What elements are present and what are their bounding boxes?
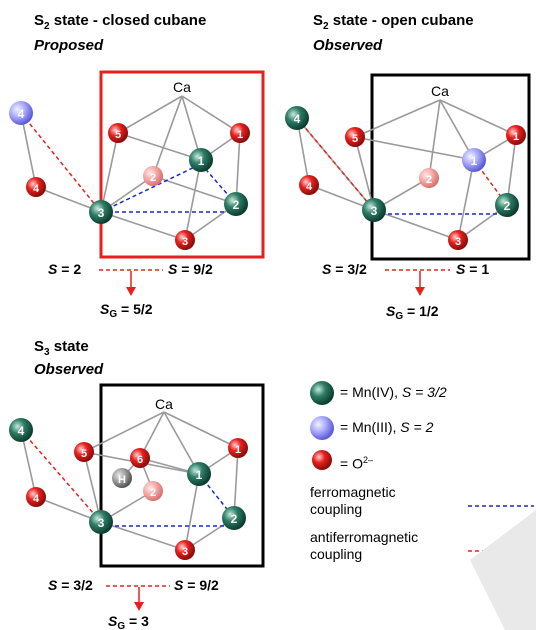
legend-oxygen: = O2– xyxy=(340,455,373,472)
o1: 1 xyxy=(228,438,248,458)
svg-text:1: 1 xyxy=(237,129,243,141)
svg-text:4: 4 xyxy=(33,183,40,195)
o5: 5 xyxy=(74,442,94,462)
svg-text:2: 2 xyxy=(150,487,156,499)
legend-ferro-label: ferromagnetic coupling xyxy=(310,484,396,517)
o2-faded: 2 xyxy=(143,481,163,501)
o5: 5 xyxy=(108,123,128,143)
o3: 3 xyxy=(175,540,195,560)
legend-mn4-swatch xyxy=(310,381,334,405)
svg-text:1: 1 xyxy=(235,444,241,456)
mn3: 3 xyxy=(89,510,113,534)
panel-subtitle-s3: Observed xyxy=(34,361,104,378)
svg-text:2: 2 xyxy=(426,174,432,186)
svg-text:S = 2: S = 2 xyxy=(48,261,81,277)
svg-text:2: 2 xyxy=(233,198,240,212)
o3: 3 xyxy=(448,230,468,250)
panel-s2-closed: Ca 2 5 1 3 4 1 2 3 4 S = 2 S = 9/2 SG = … xyxy=(9,70,265,320)
legend-mn3: = Mn(III), S = 2 xyxy=(340,419,434,435)
svg-text:3: 3 xyxy=(98,206,105,220)
mn2: 2 xyxy=(222,506,246,530)
svg-text:5: 5 xyxy=(352,133,358,145)
spin-coupling: S = 2 S = 9/2 SG = 5/2 xyxy=(48,261,213,320)
svg-text:S = 9/2: S = 9/2 xyxy=(174,577,219,593)
mn1: 1 xyxy=(189,148,213,172)
panel-title-s3: S3 state xyxy=(34,338,89,358)
svg-text:4: 4 xyxy=(18,107,25,121)
o4: 4 xyxy=(26,177,46,197)
svg-text:3: 3 xyxy=(182,236,188,248)
svg-text:5: 5 xyxy=(115,129,121,141)
svg-text:3: 3 xyxy=(182,546,188,558)
svg-text:6: 6 xyxy=(137,454,143,466)
bonds xyxy=(296,99,517,241)
legend-mn4: = Mn(IV), S = 3/2 xyxy=(340,384,447,400)
svg-text:1: 1 xyxy=(196,468,203,482)
hydrogen: H xyxy=(112,468,132,488)
svg-text:5: 5 xyxy=(81,448,87,460)
mn4-iii: 4 xyxy=(9,101,33,125)
o1: 1 xyxy=(230,123,250,143)
spin-coupling: S = 3/2 S = 1 SG = 1/2 xyxy=(322,261,489,322)
svg-text:S = 3/2: S = 3/2 xyxy=(322,261,367,277)
o1: 1 xyxy=(506,125,526,145)
svg-text:2: 2 xyxy=(231,512,238,526)
ca-label: Ca xyxy=(173,79,191,95)
svg-text:1: 1 xyxy=(471,154,478,168)
legend-antiferro-label: antiferromagnetic coupling xyxy=(310,529,419,562)
panel-title-s2-open: S2 state - open cubane xyxy=(313,12,474,32)
watermark-shape xyxy=(470,510,536,630)
svg-text:H: H xyxy=(118,474,126,486)
mn1: 1 xyxy=(187,462,211,486)
cubane-box-black xyxy=(99,383,265,568)
legend-oxygen-swatch xyxy=(312,450,332,470)
panel-subtitle-s2-closed: Proposed xyxy=(34,37,104,54)
o2-faded: 2 xyxy=(419,168,439,188)
ca-label: Ca xyxy=(155,396,173,412)
svg-text:4: 4 xyxy=(294,112,301,126)
ca-label: Ca xyxy=(431,83,449,99)
o2-faded: 2 xyxy=(143,166,163,186)
o4: 4 xyxy=(26,487,46,507)
svg-text:3: 3 xyxy=(98,516,105,530)
svg-text:SG = 5/2: SG = 5/2 xyxy=(100,301,153,320)
svg-text:1: 1 xyxy=(513,131,519,143)
svg-text:3: 3 xyxy=(455,236,461,248)
spin-coupling: S = 3/2 S = 9/2 SG = 3 xyxy=(48,577,219,630)
mn4: 4 xyxy=(9,418,33,442)
svg-text:4: 4 xyxy=(18,424,25,438)
mn2: 2 xyxy=(495,193,519,217)
panel-subtitle-s2-open: Observed xyxy=(313,37,383,54)
o6: 6 xyxy=(130,448,150,468)
svg-text:1: 1 xyxy=(198,154,205,168)
svg-text:2: 2 xyxy=(150,172,156,184)
legend-symbols xyxy=(310,381,534,552)
mn4: 4 xyxy=(285,106,309,130)
svg-text:2: 2 xyxy=(504,199,511,213)
o3: 3 xyxy=(175,230,195,250)
svg-text:SG = 3: SG = 3 xyxy=(108,613,149,630)
mn3: 3 xyxy=(89,200,113,224)
o4: 4 xyxy=(299,175,319,195)
svg-text:S = 9/2: S = 9/2 xyxy=(168,261,213,277)
legend-mn3-swatch xyxy=(310,416,334,440)
mn1-iii: 1 xyxy=(462,148,486,172)
svg-text:S = 1: S = 1 xyxy=(456,261,489,277)
cubane-box-red xyxy=(99,70,265,259)
svg-text:4: 4 xyxy=(33,493,40,505)
svg-text:S = 3/2: S = 3/2 xyxy=(48,577,93,593)
svg-text:SG = 1/2: SG = 1/2 xyxy=(386,303,439,322)
mn3: 3 xyxy=(362,198,386,222)
svg-text:4: 4 xyxy=(306,181,313,193)
panel-s2-open: Ca 2 5 1 3 4 1 2 3 4 S = 3/2 S = 1 SG = … xyxy=(285,73,531,322)
o5: 5 xyxy=(345,127,365,147)
cubane-box-black xyxy=(370,73,531,261)
panel-title-s2-closed: S2 state - closed cubane xyxy=(34,12,207,32)
panel-s3: Ca 2 H 6 5 1 3 4 1 2 3 4 S = 3/2 S = 9/2… xyxy=(9,383,265,630)
svg-text:3: 3 xyxy=(371,204,378,218)
mn2: 2 xyxy=(224,192,248,216)
